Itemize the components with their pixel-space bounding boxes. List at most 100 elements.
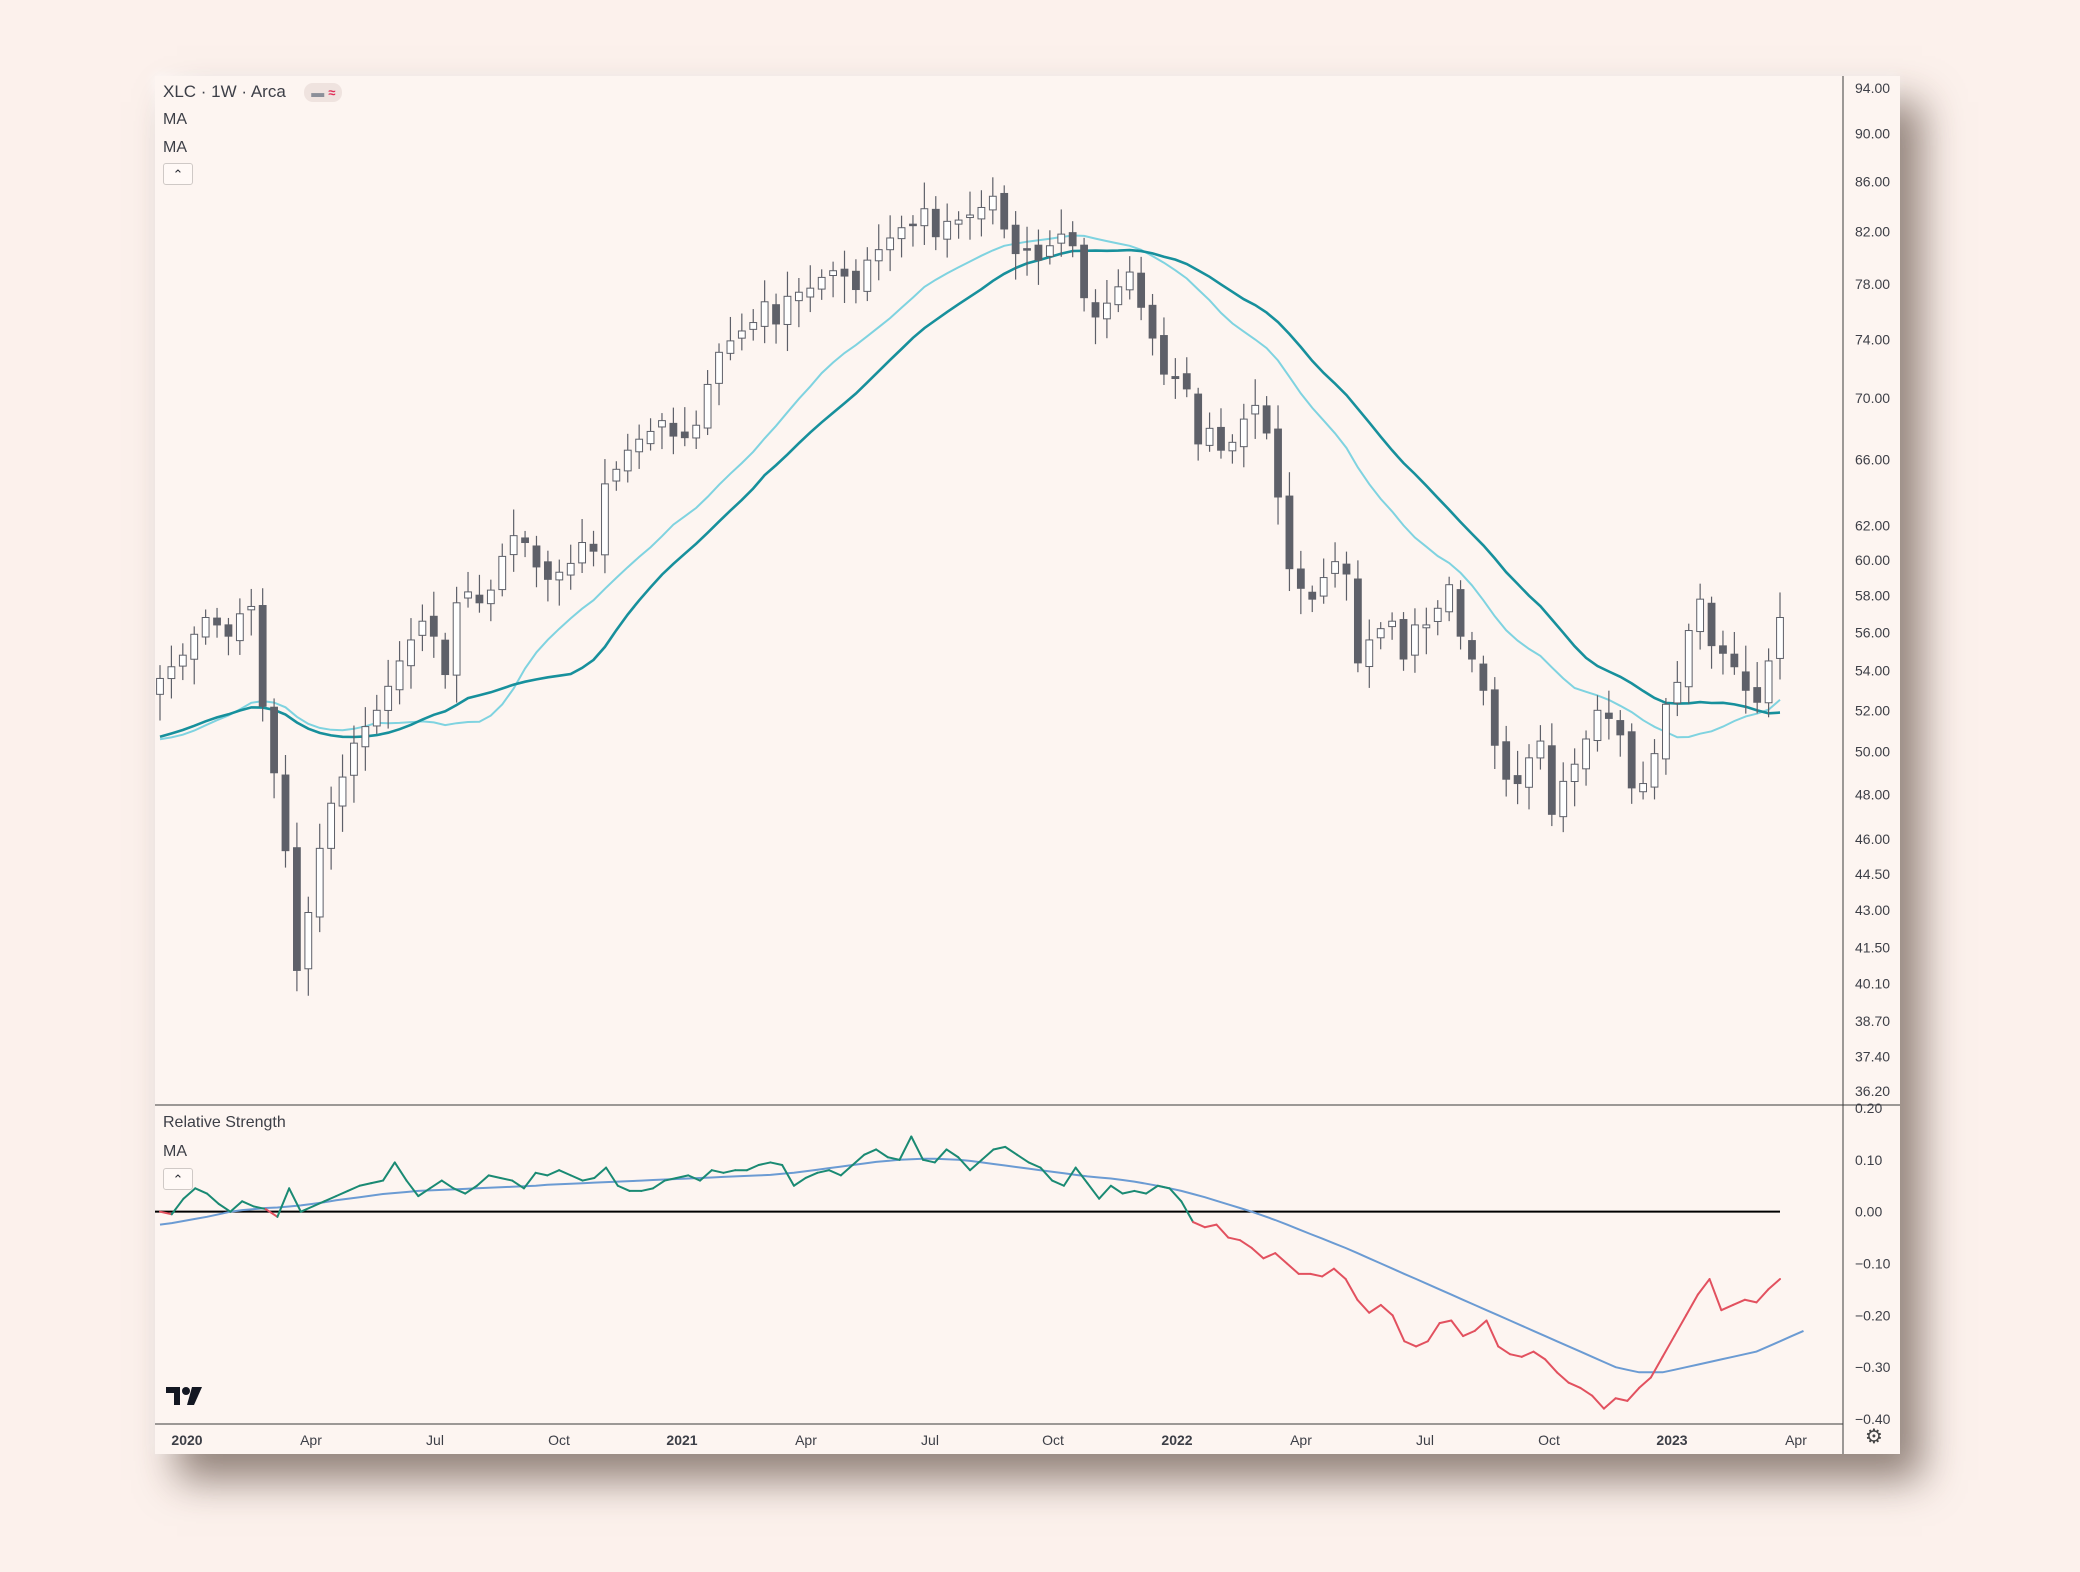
gear-icon[interactable]: ⚙ bbox=[1865, 1426, 1883, 1448]
price-tick-label: 62.00 bbox=[1855, 517, 1890, 533]
candlesticks bbox=[156, 177, 1784, 996]
rs-tick-label: 0.00 bbox=[1855, 1204, 1882, 1220]
rs-tick-label: −0.20 bbox=[1855, 1307, 1891, 1323]
rs-segment bbox=[335, 1189, 349, 1198]
candle-up bbox=[1639, 783, 1647, 793]
collapse-indicator-legend-button[interactable]: ⌃ bbox=[163, 1168, 193, 1190]
price-tick-label: 38.70 bbox=[1855, 1013, 1890, 1029]
price-tick-label: 36.20 bbox=[1855, 1083, 1890, 1099]
candle-up bbox=[338, 776, 347, 807]
rs-segment bbox=[311, 1200, 326, 1208]
price-tick-label: 40.10 bbox=[1855, 975, 1890, 991]
ma-slow-line bbox=[159, 248, 1781, 739]
rs-segment bbox=[851, 1153, 866, 1167]
chart-canvas[interactable]: 94.00 90.00 86.00 82.00 78.00 74.00 70.00 66.00… bbox=[155, 76, 1900, 1454]
candle-up bbox=[692, 424, 701, 439]
rs-segment bbox=[781, 1164, 795, 1187]
candle-down bbox=[1719, 645, 1727, 654]
candle-up bbox=[1433, 607, 1442, 622]
rs-segment bbox=[839, 1164, 854, 1177]
symbol-title[interactable]: XLC · 1W · Arca bbox=[163, 82, 286, 101]
price-tick-label: 60.00 bbox=[1855, 552, 1890, 568]
time-tick-label: Apr bbox=[795, 1432, 817, 1448]
candle-down bbox=[840, 268, 849, 277]
candle-down bbox=[1285, 495, 1294, 570]
candle-up bbox=[601, 483, 609, 556]
rs-segment bbox=[1086, 1182, 1101, 1200]
rs-segment bbox=[1051, 1179, 1065, 1187]
candle-up bbox=[1662, 703, 1670, 760]
candle-up bbox=[954, 219, 963, 225]
rs-segment bbox=[370, 1179, 385, 1185]
candle-up bbox=[350, 742, 358, 776]
rs-segment bbox=[358, 1182, 373, 1187]
rs-segment bbox=[323, 1195, 338, 1203]
candle-up bbox=[1319, 577, 1328, 597]
chart-card: 94.00 90.00 86.00 82.00 78.00 74.00 70.00 66.00… bbox=[155, 76, 1900, 1454]
price-tick-label: 44.50 bbox=[1855, 866, 1890, 882]
candle-down bbox=[1353, 578, 1362, 664]
candle-up bbox=[498, 555, 507, 591]
candle-down bbox=[521, 537, 529, 544]
rs-segment bbox=[417, 1187, 431, 1198]
rs-segment bbox=[1262, 1252, 1277, 1260]
price-tick-label: 37.40 bbox=[1855, 1049, 1890, 1065]
candle-up bbox=[806, 287, 815, 298]
time-tick-label: 2022 bbox=[1161, 1432, 1192, 1448]
candle-up bbox=[783, 295, 792, 325]
candle-down bbox=[543, 561, 552, 580]
candle-down bbox=[1034, 244, 1043, 261]
minus-icon[interactable]: ▬ bbox=[311, 85, 325, 101]
rs-segment bbox=[1027, 1161, 1042, 1169]
rs-segment bbox=[616, 1184, 631, 1192]
rs-segment bbox=[699, 1169, 713, 1182]
candle-down bbox=[293, 847, 301, 971]
rs-tick-label: 0.20 bbox=[1855, 1100, 1882, 1116]
rs-segment bbox=[640, 1187, 655, 1192]
candle-down bbox=[1274, 428, 1282, 498]
indicator-title[interactable]: Relative Strength bbox=[163, 1114, 286, 1131]
candle-up bbox=[566, 562, 575, 576]
rs-segment bbox=[652, 1179, 666, 1190]
candle-down bbox=[1194, 393, 1203, 445]
price-axis: 94.00 90.00 86.00 82.00 78.00 74.00 70.00 66.00… bbox=[1855, 80, 1890, 1099]
candle-down bbox=[1730, 653, 1739, 668]
rs-segment bbox=[522, 1171, 537, 1190]
legend-badge[interactable]: ▬ ≈ bbox=[304, 83, 343, 103]
rs-segment bbox=[1121, 1189, 1136, 1195]
rs-segment bbox=[170, 1197, 185, 1216]
rs-segment bbox=[1649, 1355, 1664, 1379]
rs-segment bbox=[1180, 1200, 1195, 1224]
rs-segment bbox=[1696, 1278, 1711, 1296]
candle-up bbox=[315, 847, 324, 918]
rs-segment bbox=[405, 1179, 420, 1198]
candle-up bbox=[1593, 709, 1602, 742]
ma-legend-1[interactable]: MA bbox=[163, 111, 187, 128]
candle-up bbox=[760, 301, 769, 327]
rs-segment bbox=[1732, 1298, 1746, 1306]
candle-down bbox=[1468, 640, 1476, 660]
wave-icon[interactable]: ≈ bbox=[328, 85, 336, 101]
collapse-legend-button[interactable]: ⌃ bbox=[163, 163, 193, 185]
rs-segment bbox=[1497, 1345, 1511, 1356]
candle-up bbox=[612, 468, 621, 482]
candle-down bbox=[1456, 589, 1465, 637]
rs-segment bbox=[1192, 1221, 1206, 1229]
candle-up bbox=[966, 214, 974, 219]
rs-segment bbox=[1426, 1322, 1441, 1343]
ma-legend-2[interactable]: MA bbox=[163, 139, 187, 156]
rs-segment bbox=[992, 1145, 1007, 1151]
tradingview-logo-icon[interactable] bbox=[166, 1385, 204, 1407]
price-tick-label: 66.00 bbox=[1855, 452, 1890, 468]
candle-down bbox=[1308, 591, 1317, 600]
candle-down bbox=[1616, 720, 1625, 736]
rs-segment bbox=[1356, 1298, 1371, 1314]
indicator-ma-legend[interactable]: MA bbox=[163, 1143, 187, 1160]
candle-down bbox=[1182, 373, 1191, 390]
candle-up bbox=[977, 206, 986, 220]
candle-up bbox=[1388, 620, 1397, 628]
rs-tick-label: −0.40 bbox=[1855, 1411, 1891, 1427]
candle-up bbox=[509, 535, 518, 556]
rs-segment bbox=[687, 1174, 701, 1182]
candle-down bbox=[1604, 712, 1613, 719]
